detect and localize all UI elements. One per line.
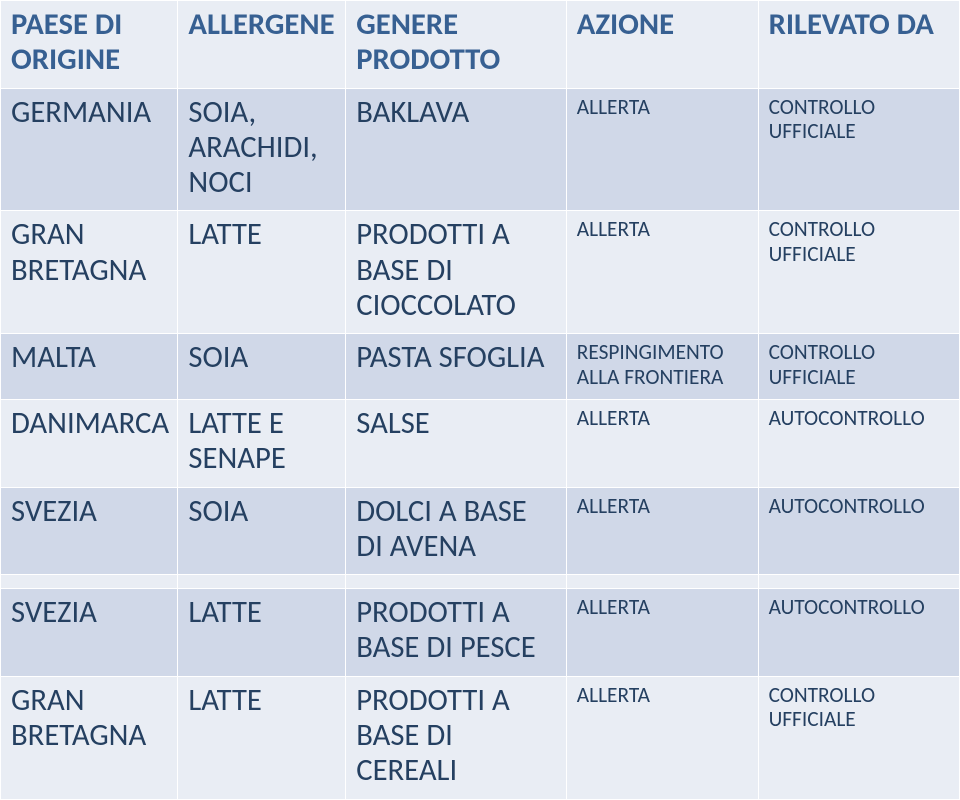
table-row: GRAN BRETAGNALATTEPRODOTTI A BASE DI CER…	[1, 676, 960, 799]
separator-row	[1, 575, 960, 589]
cell-rilevato: AUTOCONTROLLO	[758, 400, 959, 488]
cell-azione: ALLERTA	[566, 487, 758, 575]
cell-prodotto: BAKLAVA	[346, 88, 567, 211]
cell-paese: MALTA	[1, 334, 178, 400]
cell-azione: ALLERTA	[566, 589, 758, 677]
cell-rilevato: AUTOCONTROLLO	[758, 487, 959, 575]
cell-prodotto: SALSE	[346, 400, 567, 488]
cell-azione: ALLERTA	[566, 676, 758, 799]
cell-prodotto: PRODOTTI A BASE DI CEREALI	[346, 676, 567, 799]
cell-allergene: LATTE	[178, 589, 346, 677]
cell-prodotto: PRODOTTI A BASE DI CIOCCOLATO	[346, 211, 567, 334]
table-row: MALTASOIAPASTA SFOGLIARESPINGIMENTO ALLA…	[1, 334, 960, 400]
table-row: GRAN BRETAGNALATTEPRODOTTI A BASE DI CIO…	[1, 211, 960, 334]
cell-prodotto: PRODOTTI A BASE DI PESCE	[346, 589, 567, 677]
cell-rilevato: CONTROLLO UFFICIALE	[758, 88, 959, 211]
table-row: DANIMARCALATTE E SENAPESALSEALLERTAAUTOC…	[1, 400, 960, 488]
cell-allergene: SOIA	[178, 334, 346, 400]
col-prodotto: GENERE PRODOTTO	[346, 1, 567, 89]
col-paese: PAESE DI ORIGINE	[1, 1, 178, 89]
cell-paese: SVEZIA	[1, 487, 178, 575]
cell-paese: DANIMARCA	[1, 400, 178, 488]
cell-rilevato: CONTROLLO UFFICIALE	[758, 334, 959, 400]
cell-allergene: SOIA	[178, 487, 346, 575]
cell-azione: ALLERTA	[566, 400, 758, 488]
cell-prodotto: PASTA SFOGLIA	[346, 334, 567, 400]
cell-azione: ALLERTA	[566, 88, 758, 211]
cell-azione: ALLERTA	[566, 211, 758, 334]
allergen-table: PAESE DI ORIGINE ALLERGENE GENERE PRODOT…	[0, 0, 960, 800]
cell-allergene: LATTE	[178, 211, 346, 334]
cell-allergene: LATTE E SENAPE	[178, 400, 346, 488]
cell-rilevato: AUTOCONTROLLO	[758, 589, 959, 677]
cell-rilevato: CONTROLLO UFFICIALE	[758, 211, 959, 334]
cell-rilevato: CONTROLLO UFFICIALE	[758, 676, 959, 799]
cell-prodotto: DOLCI A BASE DI AVENA	[346, 487, 567, 575]
cell-allergene: SOIA, ARACHIDI, NOCI	[178, 88, 346, 211]
cell-paese: GRAN BRETAGNA	[1, 211, 178, 334]
table-row: GERMANIASOIA, ARACHIDI, NOCIBAKLAVAALLER…	[1, 88, 960, 211]
col-azione: AZIONE	[566, 1, 758, 89]
cell-paese: SVEZIA	[1, 589, 178, 677]
cell-allergene: LATTE	[178, 676, 346, 799]
cell-azione: RESPINGIMENTO ALLA FRONTIERA	[566, 334, 758, 400]
header-row: PAESE DI ORIGINE ALLERGENE GENERE PRODOT…	[1, 1, 960, 89]
table-row: SVEZIASOIADOLCI A BASE DI AVENAALLERTAAU…	[1, 487, 960, 575]
cell-paese: GRAN BRETAGNA	[1, 676, 178, 799]
col-rilevato: RILEVATO DA	[758, 1, 959, 89]
table-row: SVEZIALATTEPRODOTTI A BASE DI PESCEALLER…	[1, 589, 960, 677]
cell-paese: GERMANIA	[1, 88, 178, 211]
col-allergene: ALLERGENE	[178, 1, 346, 89]
